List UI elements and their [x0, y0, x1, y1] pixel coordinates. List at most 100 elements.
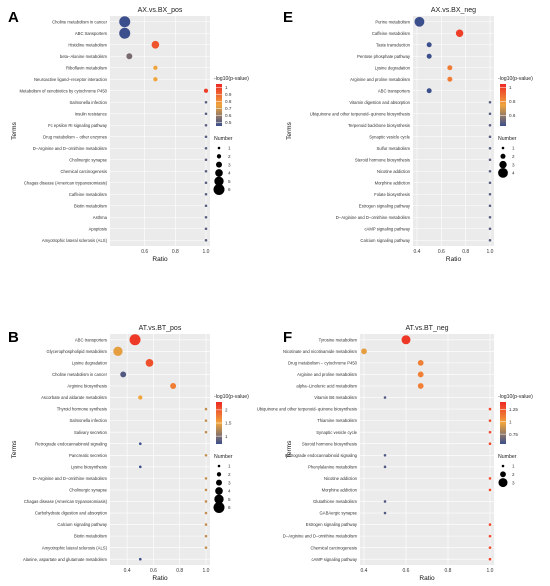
- data-point: [113, 346, 123, 356]
- color-legend-label: 0.7: [225, 106, 232, 111]
- term-label: Pancreatic secretion: [69, 453, 108, 458]
- size-legend-dot: [500, 471, 506, 478]
- data-point: [204, 407, 208, 411]
- term-label: Retrograde endocannabinoid signaling: [35, 441, 107, 446]
- data-point: [138, 395, 143, 400]
- x-tick-label: 0.8: [176, 568, 183, 574]
- term-label: Riboflavin metabolism: [66, 65, 107, 70]
- x-tick-label: 0.6: [403, 568, 410, 574]
- term-label: cAMP signaling pathway: [311, 557, 357, 562]
- data-point: [426, 42, 432, 48]
- size-legend-label: 2: [512, 472, 515, 477]
- data-point: [488, 146, 492, 150]
- size-legend-label: 3: [228, 162, 231, 167]
- size-legend-dot: [216, 154, 222, 159]
- term-label: Taste transduction: [376, 42, 411, 47]
- size-legend-dot: [214, 494, 224, 504]
- y-axis-label: Terms: [11, 121, 18, 139]
- size-legend-label: 1: [228, 146, 231, 151]
- data-point: [204, 100, 208, 104]
- color-legend-label: 0.8: [509, 99, 516, 104]
- x-tick-label: 0.8: [445, 568, 452, 574]
- term-label: Terpenoid backbone biosynthesis: [348, 123, 410, 128]
- x-tick-label: 1.0: [203, 568, 210, 574]
- term-label: Tyrosine metabolism: [319, 337, 358, 342]
- data-point: [488, 419, 492, 422]
- data-point: [204, 215, 208, 219]
- data-point: [488, 488, 492, 492]
- size-legend-label: 3: [512, 162, 515, 167]
- size-legend-label: 2: [512, 154, 515, 159]
- data-point: [204, 192, 208, 196]
- data-point: [204, 534, 208, 538]
- data-point: [204, 488, 208, 492]
- x-tick-label: 0.4: [414, 249, 421, 255]
- data-point: [153, 65, 158, 70]
- size-legend-label: 3: [512, 480, 515, 485]
- term-label: Salmonella infection: [70, 418, 108, 423]
- term-label: Estrogen signaling pathway: [306, 522, 358, 527]
- term-label: Glutathione metabolism: [313, 499, 358, 504]
- term-label: ABC transporters: [75, 31, 107, 36]
- x-tick-label: 0.6: [438, 249, 445, 255]
- size-legend-dot: [214, 176, 224, 186]
- term-label: ABC transporters: [75, 337, 107, 342]
- term-label: Apoptosis: [89, 226, 107, 231]
- term-label: D−Arginine and D−ornithine metabolism: [33, 476, 108, 481]
- data-point: [488, 227, 492, 231]
- term-label: Chagas disease (American trypanosomiasis…: [24, 499, 108, 504]
- term-label: Steroid hormone biosynthesis: [302, 441, 357, 446]
- size-legend-label: 4: [512, 171, 515, 176]
- size-legend-dot: [217, 146, 221, 150]
- term-label: Cholinergic synapse: [69, 488, 107, 493]
- size-legend-dot: [215, 169, 223, 177]
- data-point: [204, 227, 208, 231]
- color-legend-bar: [500, 84, 506, 126]
- x-axis-label: Ratio: [152, 256, 168, 263]
- color-legend-label: 1: [509, 85, 512, 90]
- term-label: Alanine, aspartate and glutamate metabol…: [23, 557, 108, 562]
- data-point: [383, 453, 387, 457]
- data-point: [401, 335, 411, 345]
- y-axis-label: Terms: [286, 440, 293, 458]
- term-label: Morphine addiction: [375, 180, 411, 185]
- term-label: Thyroid hormone synthesis: [57, 407, 107, 412]
- term-label: D−Arginine and D−ornithine metabolism: [33, 146, 108, 151]
- term-label: Pentose phosphate pathway: [357, 54, 411, 59]
- term-label: Amyotrophic lateral sclerosis (ALS): [42, 238, 108, 243]
- size-legend-dot: [498, 168, 508, 178]
- term-label: Purine metabolism: [375, 19, 410, 24]
- term-label: Retrograde endocannabinoid signaling: [285, 453, 357, 458]
- size-legend-dot: [217, 464, 221, 468]
- term-label: Folate biosynthesis: [374, 192, 410, 197]
- x-tick-label: 0.4: [124, 568, 131, 574]
- size-legend-dot: [216, 472, 222, 477]
- term-label: ABC transporters: [378, 88, 410, 93]
- term-label: Arginine and proline metabolism: [350, 77, 410, 82]
- data-point: [488, 181, 492, 185]
- size-legend-label: 6: [228, 505, 231, 510]
- data-point: [488, 112, 492, 116]
- data-point: [204, 430, 208, 434]
- data-point: [383, 396, 387, 399]
- panel-title: AT.vs.BT_pos: [139, 325, 182, 332]
- term-label: Synaptic vesicle cycle: [369, 134, 410, 139]
- size-legend-label: 5: [228, 497, 231, 502]
- x-axis-label: Ratio: [419, 575, 435, 581]
- size-legend-title: Number: [214, 454, 233, 460]
- panel-b: B AT.vs.BT_pos ABC transporters Glycerophos…: [8, 325, 249, 582]
- term-label: Steroid hormone biosynthesis: [355, 157, 410, 162]
- data-point: [488, 407, 492, 411]
- data-point: [138, 465, 142, 469]
- y-axis-label: Terms: [11, 440, 18, 458]
- data-point: [204, 123, 208, 127]
- term-label: Calcium signaling pathway: [360, 238, 410, 243]
- term-label: Glycerophospholipid metabolism: [46, 349, 107, 354]
- x-tick-label: 0.8: [172, 249, 179, 255]
- color-legend-label: 0.6: [509, 113, 516, 118]
- data-point: [120, 371, 127, 378]
- data-point: [447, 65, 453, 71]
- data-point: [361, 348, 367, 355]
